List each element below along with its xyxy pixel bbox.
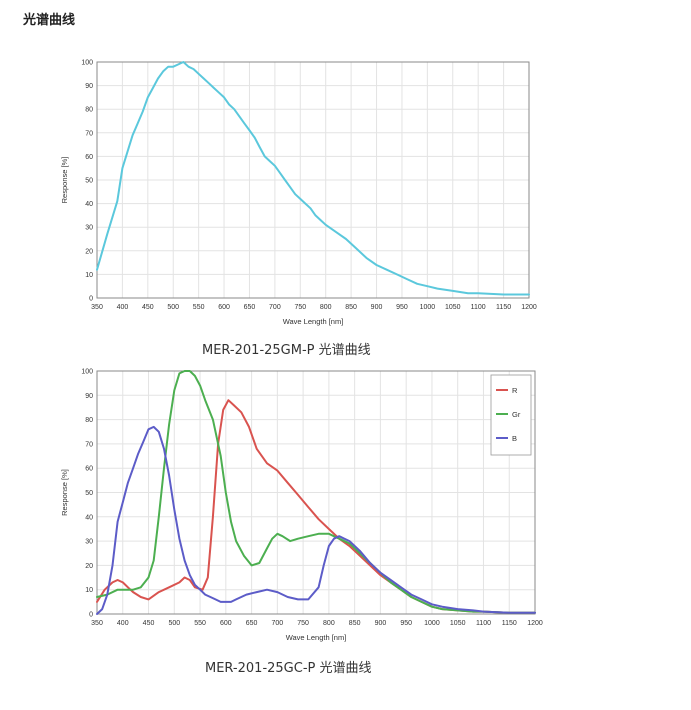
y-tick-label: 80: [85, 107, 93, 114]
x-tick-label: 600: [218, 304, 230, 311]
y-tick-label: 30: [85, 539, 93, 546]
x-tick-label: 1050: [450, 620, 466, 627]
x-tick-label: 650: [246, 620, 258, 627]
y-tick-label: 90: [85, 393, 93, 400]
x-tick-label: 850: [349, 620, 361, 627]
y-tick-label: 50: [85, 490, 93, 497]
y-tick-label: 40: [85, 201, 93, 208]
x-tick-label: 350: [91, 620, 103, 627]
x-tick-label: 1050: [445, 304, 461, 311]
x-tick-label: 750: [294, 304, 306, 311]
plot-frame: [96, 61, 530, 299]
legend-label: R: [512, 386, 518, 395]
y-tick-label: 50: [85, 178, 93, 185]
x-tick-label: 1200: [527, 620, 543, 627]
x-tick-label: 350: [91, 304, 103, 311]
x-tick-label: 700: [269, 304, 281, 311]
x-tick-label: 450: [143, 620, 155, 627]
x-tick-label: 550: [193, 304, 205, 311]
x-tick-label: 750: [297, 620, 309, 627]
y-tick-label: 100: [81, 60, 93, 67]
x-tick-label: 650: [244, 304, 256, 311]
x-tick-label: 950: [396, 304, 408, 311]
x-tick-label: 800: [323, 620, 335, 627]
y-tick-label: 20: [85, 248, 93, 255]
y-tick-label: 80: [85, 417, 93, 424]
y-axis-label: Response [%]: [60, 157, 69, 204]
spectral-chart-mono: 350 400 450 500 550 600 650 700 750 800 850 900 950 1…: [60, 60, 537, 327]
x-tick-label: 1000: [420, 304, 436, 311]
spectral-chart-color: 350 400 450 500 550 600 650 700 750 800 850 900 950 1…: [60, 369, 543, 643]
caption-color: MER-201-25GC-P 光谱曲线: [205, 661, 372, 676]
y-tick-label: 70: [85, 441, 93, 448]
x-tick-label: 1000: [424, 620, 440, 627]
section-title: 光谱曲线: [23, 13, 76, 28]
y-tick-label: 10: [85, 272, 93, 279]
y-tick-label: 100: [81, 369, 93, 376]
y-tick-label: 40: [85, 514, 93, 521]
y-tick-label: 20: [85, 563, 93, 570]
x-tick-label: 900: [371, 304, 383, 311]
x-tick-label: 950: [400, 620, 412, 627]
series-line: [96, 61, 530, 296]
y-tick-label: 10: [85, 587, 93, 594]
series-line-b: [96, 425, 536, 615]
x-axis-label: Wave Length [nm]: [283, 317, 344, 326]
y-tick-label: 30: [85, 225, 93, 232]
x-tick-label: 1200: [521, 304, 537, 311]
x-tick-label: 850: [345, 304, 357, 311]
x-tick-label: 800: [320, 304, 332, 311]
series-line-gr: [96, 370, 536, 614]
y-tick-label: 70: [85, 130, 93, 137]
x-axis-label: Wave Length [nm]: [286, 633, 347, 642]
x-tick-label: 1150: [496, 304, 511, 311]
x-tick-label: 500: [167, 304, 179, 311]
x-tick-label: 900: [375, 620, 387, 627]
y-tick-label: 60: [85, 154, 93, 161]
x-tick-label: 400: [117, 620, 129, 627]
y-axis-label: Response [%]: [60, 469, 69, 516]
x-tick-label: 550: [194, 620, 206, 627]
x-tick-label: 1100: [476, 620, 491, 627]
y-tick-label: 60: [85, 466, 93, 473]
x-tick-label: 500: [168, 620, 180, 627]
y-tick-label: 90: [85, 83, 93, 90]
x-tick-label: 600: [220, 620, 232, 627]
caption-mono: MER-201-25GM-P 光谱曲线: [202, 343, 371, 358]
x-tick-label: 1150: [502, 620, 517, 627]
plot-frame: [96, 370, 536, 615]
y-tick-label: 0: [89, 612, 93, 619]
x-tick-label: 450: [142, 304, 154, 311]
x-tick-label: 400: [117, 304, 129, 311]
legend-label: B: [512, 434, 517, 443]
x-tick-label: 1100: [471, 304, 486, 311]
legend-label: Gr: [512, 410, 521, 419]
x-tick-label: 700: [272, 620, 284, 627]
y-tick-label: 0: [89, 296, 93, 303]
